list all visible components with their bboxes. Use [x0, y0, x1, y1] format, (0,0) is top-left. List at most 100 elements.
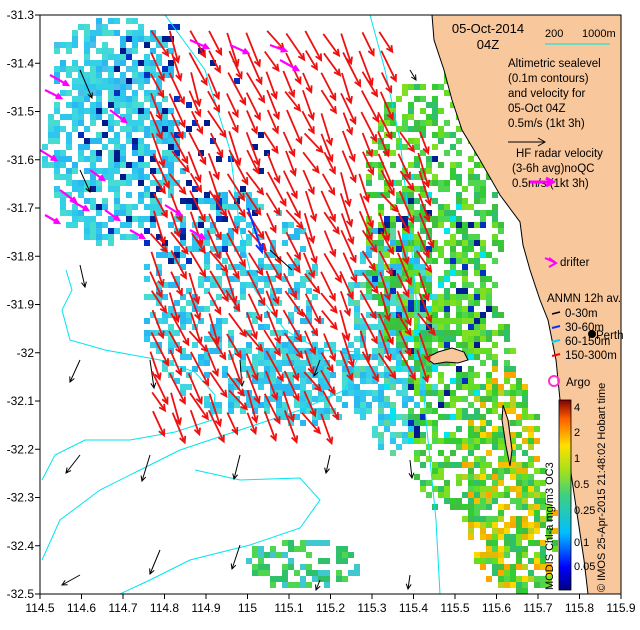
chl-pixel [294, 294, 300, 300]
hf-radar-arrow [322, 33, 341, 58]
chl-pixel [504, 402, 510, 408]
chl-pixel [498, 528, 504, 534]
chl-pixel [96, 66, 102, 72]
chl-pixel [258, 204, 264, 210]
chl-pixel [552, 546, 558, 552]
chl-pixel [492, 258, 498, 264]
chl-pixel [84, 198, 90, 204]
chl-pixel [288, 378, 294, 384]
chl-pixel [444, 456, 450, 462]
chl-pixel [438, 186, 444, 192]
chl-pixel [456, 126, 462, 132]
chl-pixel [132, 48, 138, 54]
chl-pixel [468, 528, 474, 534]
drifter-arrow [269, 43, 289, 53]
chl-pixel [96, 234, 102, 240]
chl-pixel [60, 156, 66, 162]
hf-radar-arrow [320, 89, 337, 115]
chl-pixel [432, 114, 438, 120]
chl-pixel [60, 174, 66, 180]
chl-pixel [156, 234, 162, 240]
chl-pixel [438, 294, 444, 300]
chl-pixel [288, 234, 294, 240]
hf-radar-arrow [190, 72, 202, 108]
chl-pixel [480, 474, 486, 480]
chl-pixel [150, 126, 156, 132]
chl-pixel [438, 204, 444, 210]
chl-pixel [108, 162, 114, 168]
chl-pixel [432, 144, 438, 150]
chl-pixel [462, 312, 468, 318]
chl-pixel [456, 312, 462, 318]
hf-radar-arrow [190, 351, 210, 387]
chl-pixel [156, 72, 162, 78]
hf-radar-arrow [342, 252, 358, 284]
chl-pixel [462, 492, 468, 498]
chl-pixel [456, 366, 462, 372]
altimetry-arrow [230, 544, 241, 571]
chl-pixel [360, 408, 366, 414]
chl-pixel [270, 354, 276, 360]
chl-pixel [174, 96, 180, 102]
chl-pixel [300, 336, 306, 342]
chl-pixel [78, 156, 84, 162]
hf-radar-arrow [188, 132, 207, 166]
chl-pixel [384, 318, 390, 324]
chl-pixel [390, 216, 396, 222]
chl-pixel [312, 270, 318, 276]
chl-pixel [474, 192, 480, 198]
chl-pixel [90, 138, 96, 144]
chl-pixel [360, 414, 366, 420]
chl-pixel [354, 312, 360, 318]
chl-pixel [240, 354, 246, 360]
chl-pixel [276, 396, 282, 402]
hf-radar-arrow [361, 71, 379, 98]
chl-pixel [510, 420, 516, 426]
chl-pixel [450, 396, 456, 402]
chl-pixel [144, 42, 150, 48]
chl-pixel [450, 378, 456, 384]
chl-pixel [114, 156, 120, 162]
hf-radar-arrow [225, 289, 241, 312]
chl-pixel [84, 24, 90, 30]
chl-pixel [72, 78, 78, 84]
hf-radar-arrow [226, 333, 242, 359]
chl-pixel [162, 294, 168, 300]
chl-pixel [462, 456, 468, 462]
chl-pixel [402, 114, 408, 120]
chl-pixel [486, 396, 492, 402]
chl-pixel [468, 480, 474, 486]
chl-pixel [108, 18, 114, 24]
drifter-arrow [89, 169, 107, 182]
chl-pixel [276, 366, 282, 372]
chl-pixel [438, 450, 444, 456]
chl-pixel [438, 246, 444, 252]
chl-pixel [276, 318, 282, 324]
isobath-200m [41, 15, 361, 561]
chl-pixel [474, 348, 480, 354]
chl-pixel [474, 162, 480, 168]
chl-pixel [498, 468, 504, 474]
anmn-arrow-0-30-icon [551, 311, 561, 315]
chl-pixel [468, 516, 474, 522]
chl-pixel [414, 186, 420, 192]
chl-pixel [102, 120, 108, 126]
chl-pixel [324, 558, 330, 564]
chl-pixel [420, 462, 426, 468]
hf-radar-arrow [378, 31, 394, 54]
hf-radar-arrow [263, 250, 282, 282]
chl-pixel [468, 348, 474, 354]
hf-radar-arrow [153, 210, 166, 246]
hf-radar-arrow [285, 209, 305, 230]
chl-pixel [72, 168, 78, 174]
chl-pixel [432, 486, 438, 492]
chl-pixel [120, 72, 126, 78]
chl-pixel [84, 144, 90, 150]
chl-pixel [414, 384, 420, 390]
chl-pixel [84, 108, 90, 114]
hf-radar-arrow [415, 250, 433, 274]
chl-pixel [516, 384, 522, 390]
chl-pixel [414, 390, 420, 396]
chl-pixel [510, 366, 516, 372]
hf-radar-arrow [151, 371, 169, 406]
